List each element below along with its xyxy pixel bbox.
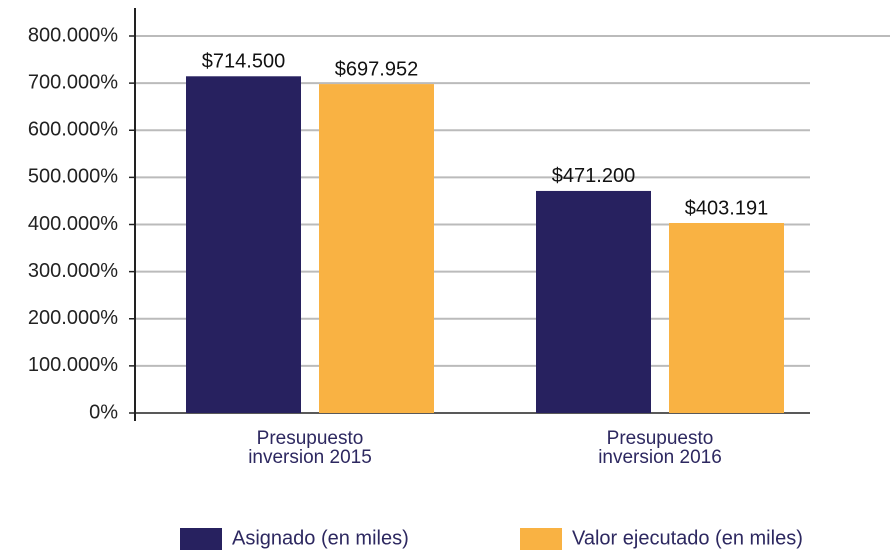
legend-swatch [520, 528, 562, 550]
y-tick-label: 0% [89, 401, 118, 423]
y-tick-label: 800.000% [28, 24, 118, 46]
bar [536, 190, 651, 413]
y-tick-label: 100.000% [28, 354, 118, 376]
y-tick-label: 700.000% [28, 71, 118, 93]
data-label: $471.200 [552, 165, 635, 187]
bar [669, 222, 784, 413]
bar [186, 76, 301, 414]
data-label: $714.500 [202, 51, 285, 73]
x-tick-label: Presupuesto inversion 2016 [598, 428, 722, 468]
y-tick-label: 200.000% [28, 307, 118, 329]
data-label: $697.952 [335, 58, 418, 80]
data-label: $403.191 [685, 197, 768, 219]
bar [319, 84, 434, 413]
y-tick-label: 500.000% [28, 166, 118, 188]
y-tick-label: 400.000% [28, 213, 118, 235]
legend-swatch [180, 528, 222, 550]
x-tick-label: Presupuesto inversion 2015 [248, 428, 372, 468]
legend-label: Asignado (en miles) [232, 527, 409, 549]
y-tick-label: 600.000% [28, 119, 118, 141]
y-tick-label: 300.000% [28, 260, 118, 282]
legend-label: Valor ejecutado (en miles) [572, 527, 803, 549]
